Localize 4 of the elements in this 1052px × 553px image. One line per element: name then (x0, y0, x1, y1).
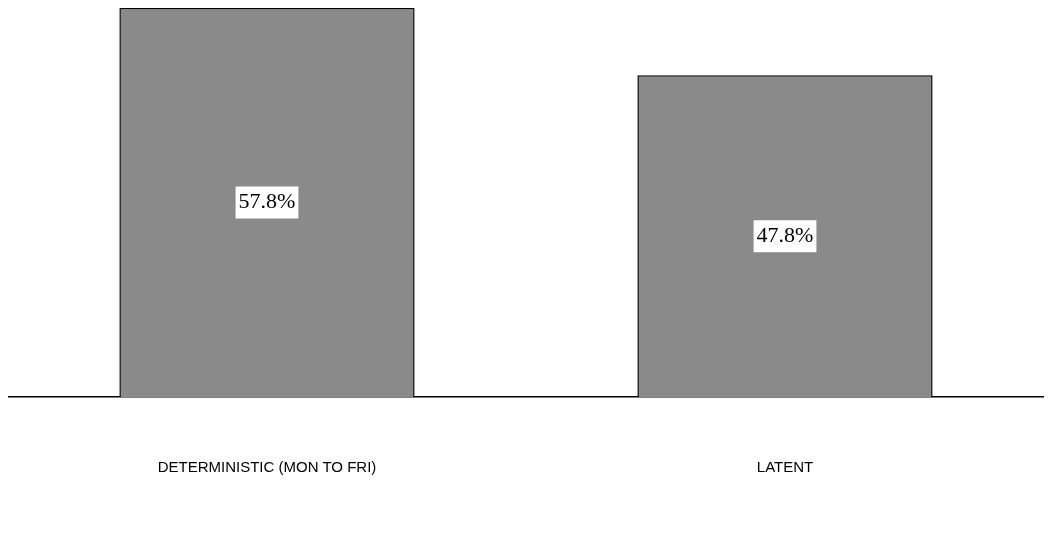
data-label: 47.8% (756, 221, 814, 247)
x-tick-label: LATENT (756, 458, 814, 476)
data-label: 57.8% (238, 188, 296, 214)
x-tick-label: DETERMINISTIC (MON TO FRI) (157, 458, 377, 476)
